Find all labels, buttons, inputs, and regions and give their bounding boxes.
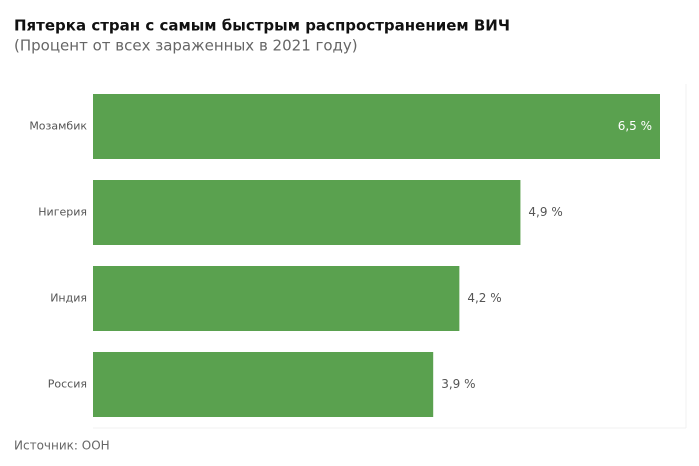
bar [93, 94, 660, 159]
chart-subtitle: (Процент от всех зараженных в 2021 году) [14, 37, 358, 55]
chart-title: Пятерка стран с самым быстрым распростра… [14, 17, 510, 35]
bar [93, 266, 460, 331]
data-label: 6,5 % [618, 119, 652, 133]
bar [93, 180, 521, 245]
source: Источник: ООН [14, 439, 110, 453]
bar [93, 352, 434, 417]
y-tick-label: Россия [48, 378, 87, 391]
data-label: 3,9 % [441, 377, 475, 391]
y-tick-label: Мозамбик [29, 120, 87, 133]
data-label: 4,9 % [528, 205, 562, 219]
y-tick-label: Индия [50, 292, 87, 305]
data-label: 4,2 % [467, 291, 501, 305]
y-tick-label: Нигерия [38, 206, 87, 219]
